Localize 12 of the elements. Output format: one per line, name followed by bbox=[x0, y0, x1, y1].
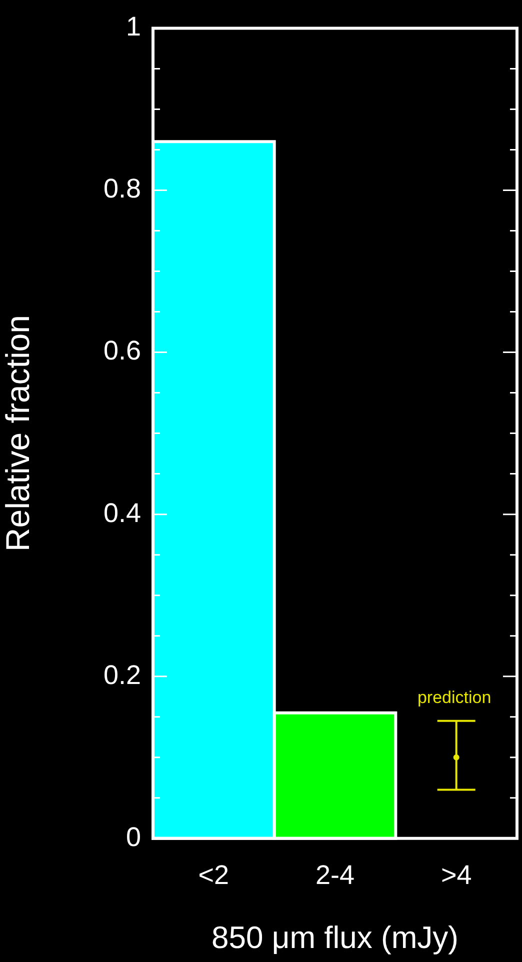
x-tick-label: 2-4 bbox=[315, 860, 355, 890]
y-tick-label: 0.4 bbox=[103, 498, 141, 528]
y-tick-label: 1 bbox=[126, 12, 141, 42]
y-axis-title: Relative fraction bbox=[0, 314, 36, 552]
y-tick-label: 0.2 bbox=[103, 660, 141, 690]
text: prediction bbox=[417, 688, 492, 708]
y-tick-label: 0.6 bbox=[103, 336, 141, 366]
y-tick-label: 0 bbox=[126, 822, 141, 852]
x-axis-title: 850 μm flux (mJy) bbox=[212, 920, 458, 955]
x-tick-label: <2 bbox=[198, 860, 230, 890]
y-tick-label: 0.8 bbox=[103, 174, 141, 204]
x-tick-label: >4 bbox=[440, 860, 472, 890]
